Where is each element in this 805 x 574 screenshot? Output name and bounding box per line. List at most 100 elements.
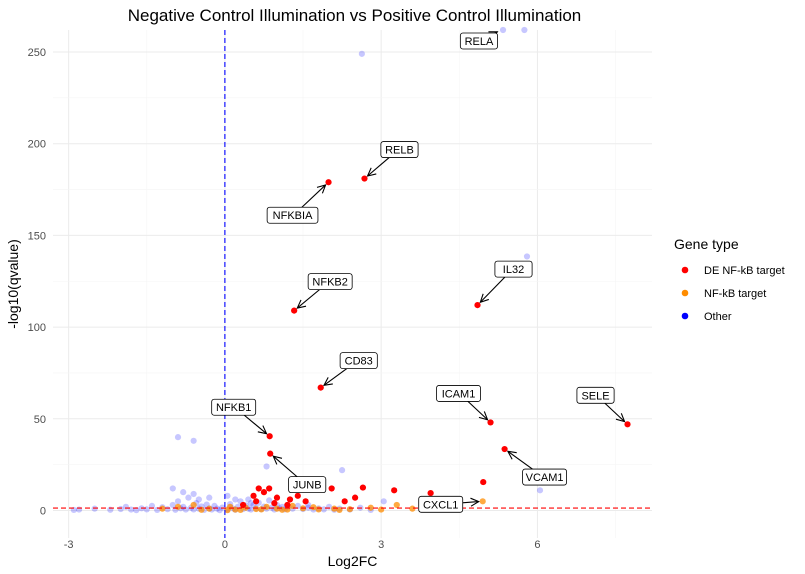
annotation-label: NFKBIA [273, 210, 313, 222]
data-point [380, 498, 387, 505]
data-point [224, 492, 231, 499]
data-point [91, 505, 98, 512]
data-point [325, 179, 332, 186]
data-point [358, 50, 365, 57]
data-point [286, 496, 294, 503]
data-point [169, 485, 176, 492]
data-point [271, 500, 278, 507]
data-point [174, 503, 182, 510]
annotation-box [494, 260, 533, 278]
annotation-box [266, 206, 319, 224]
data-point [253, 498, 260, 505]
y-tick-label: 200 [28, 139, 46, 151]
annotation-box [380, 141, 419, 158]
legend-key [681, 266, 689, 274]
data-point [284, 501, 291, 509]
data-point [427, 489, 434, 497]
annotation-connector [272, 455, 300, 480]
legend-title: Gene type [674, 236, 739, 252]
annotation-il32: IL32 [479, 260, 533, 304]
x-axis-title: Log2FC [328, 553, 378, 569]
legend-label: NF-kB target [704, 288, 766, 300]
data-point [266, 497, 273, 504]
tick-labels: -3 0 3 6 0 50 100 150 200 250 [28, 47, 541, 551]
data-point [148, 502, 156, 510]
data-point [206, 494, 213, 501]
annotation-arrowhead [316, 184, 327, 194]
data-point [536, 487, 544, 494]
data-point [255, 485, 262, 492]
annotation-nfkb1: NFKB1 [211, 398, 268, 435]
data-point [247, 500, 255, 507]
annotation-box [418, 495, 464, 513]
data-point [206, 505, 213, 512]
data-point [266, 485, 273, 492]
data-point [361, 175, 368, 182]
annotation-relb: RELB [366, 141, 419, 177]
annotation-box [576, 386, 615, 404]
x-tick-label: 3 [378, 539, 384, 551]
data-point [338, 467, 346, 474]
annotation-box [288, 476, 327, 494]
annotation-connector [507, 450, 537, 473]
annotation-arrowhead [506, 450, 517, 460]
data-point [213, 505, 221, 512]
annotation-connector [367, 154, 393, 177]
data-point [190, 490, 197, 498]
annotation-arrowhead [479, 293, 489, 304]
data-point [501, 445, 508, 453]
x-tick-label: -3 [64, 539, 74, 551]
annotation-cxcl1: CXCL1 [418, 495, 480, 513]
annotation-label: ICAM1 [442, 388, 476, 400]
annotation-box [307, 273, 353, 290]
annotation-label: NFKB1 [216, 402, 251, 414]
data-point [185, 494, 192, 501]
data-point [331, 505, 338, 512]
annotation-label: RELA [465, 36, 494, 48]
annotation-vcam1: VCAM1 [506, 450, 567, 486]
data-point [195, 496, 202, 503]
data-point [253, 505, 260, 513]
reference-lines [53, 30, 652, 538]
annotation-label: JUNB [293, 480, 322, 492]
x-tick-label: 6 [534, 539, 540, 551]
y-tick-label: 100 [28, 322, 46, 334]
data-point [291, 307, 298, 314]
data-point [289, 502, 296, 510]
data-point [302, 498, 309, 505]
data-point [122, 503, 130, 510]
annotation-arrowhead [272, 455, 283, 465]
y-tick-label: 0 [40, 505, 46, 517]
annotation-cd83: CD83 [322, 352, 378, 387]
annotation-sele: SELE [576, 386, 626, 423]
data-point [480, 478, 487, 486]
annotation-rela: RELA [459, 31, 499, 50]
data-point [117, 505, 124, 513]
data-point [190, 437, 197, 444]
annotation-junb: JUNB [272, 455, 327, 494]
annotation-arrowhead [366, 167, 377, 177]
annotation-connector [323, 365, 351, 386]
annotation-icam1: ICAM1 [436, 385, 489, 421]
legend-label: DE NF-kB target [704, 265, 785, 277]
data-point [378, 506, 385, 513]
data-point [499, 26, 507, 34]
data-point [328, 485, 335, 492]
data-point [624, 421, 631, 428]
annotation-arrowhead [478, 411, 489, 421]
annotation-arrowhead [615, 413, 626, 423]
gene-annotations: RELA RELB NFKBIA NFKB2 IL32 CD83 NFKB1 ICAM1 SEL… [211, 31, 626, 513]
data-point [258, 506, 265, 513]
legend: DE NF-kB target NF-kB target Other [681, 265, 785, 323]
annotation-box [436, 385, 481, 402]
data-point [159, 505, 166, 512]
data-point [190, 501, 197, 509]
data-point [474, 301, 481, 309]
annotation-label: NFKB2 [312, 277, 347, 289]
data-point [169, 501, 176, 509]
data-point [393, 501, 400, 509]
annotation-label: CXCL1 [423, 499, 458, 511]
annotation-nfkbia: NFKBIA [266, 184, 327, 224]
y-tick-label: 150 [28, 230, 46, 242]
data-point [346, 506, 353, 513]
